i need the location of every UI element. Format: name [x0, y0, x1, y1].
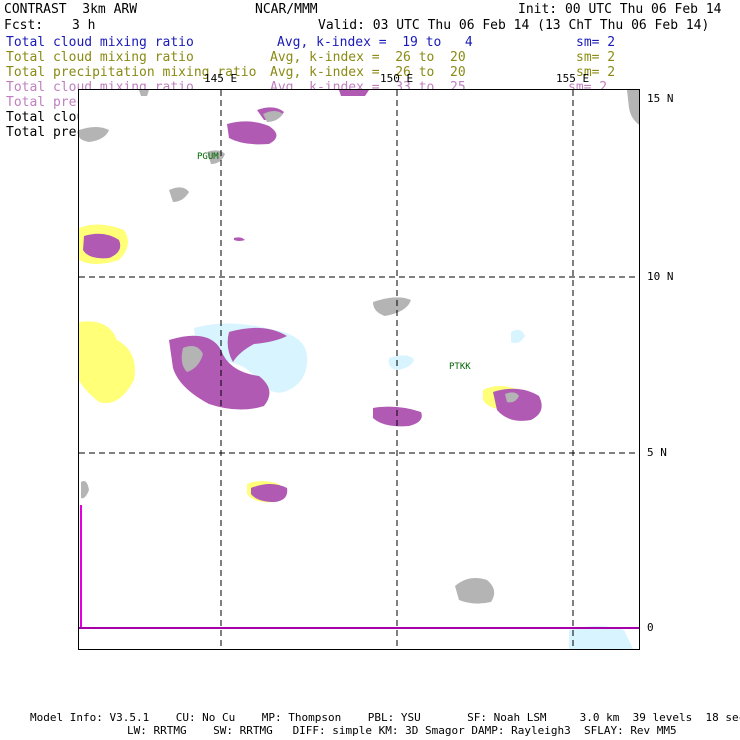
station-label-ptkk: PTKK [449, 362, 471, 372]
cyan-cloud-area [569, 626, 634, 649]
map-panel: PGUM PTKK [78, 89, 640, 650]
gray-cloud-area [263, 111, 283, 122]
purple-precip-area [83, 233, 121, 259]
lat-label-10n: 10 N [647, 270, 674, 283]
lon-label-150e: 150 E [380, 72, 414, 85]
station-label-pgum: PGUM [197, 152, 219, 162]
gray-cloud-area [181, 346, 203, 372]
legend-sm: sm= 2 [576, 65, 616, 80]
lon-label-155e: 155 E [556, 72, 590, 85]
valid-time: Valid: 03 UTC Thu 06 Feb 14 (13 ChT Thu … [318, 18, 710, 33]
model-info-line1: Model Info: V3.5.1 CU: No Cu MP: Thompso… [30, 711, 740, 724]
center-title: NCAR/MMM [255, 2, 318, 17]
map-canvas [79, 90, 639, 649]
purple-precip-area [234, 237, 245, 241]
cyan-cloud-area [388, 355, 414, 370]
cyan-cloud-area [511, 329, 525, 344]
legend-sm: sm= 2 [576, 50, 616, 65]
lat-label-equator: 0 [647, 621, 654, 634]
purple-precip-area [339, 90, 369, 96]
legend-field: Total precipitation mixing ratio [6, 65, 257, 80]
init-time: Init: 00 UTC Thu 06 Feb 14 [518, 2, 722, 17]
legend-field: Total cloud mixing ratio [6, 35, 194, 50]
model-info-line2: LW: RRTMG SW: RRTMG DIFF: simple KM: 3D … [127, 724, 677, 737]
lat-label-15n: 15 N [647, 92, 674, 105]
purple-precip-area [493, 388, 542, 421]
legend-field: Total cloud mixing ratio [6, 50, 194, 65]
lat-lon-grid [79, 90, 639, 649]
gray-cloud-area [455, 578, 495, 604]
legend-avg: Avg, k-index = 26 to 20 [270, 50, 466, 65]
forecast-label: Fcst: [4, 18, 44, 33]
legend-avg: Avg, k-index = 26 to 20 [270, 65, 466, 80]
cyan-cloud-layer [194, 323, 634, 649]
purple-precip-area [227, 121, 277, 145]
cyan-cloud-area [194, 323, 308, 393]
purple-precip-area [373, 406, 422, 427]
gray-cloud-area [139, 90, 149, 96]
forecast-value: 3 h [72, 18, 96, 33]
legend-avg: Avg, k-index = 19 to 4 [277, 35, 473, 50]
yellow-precip-area [79, 321, 135, 404]
lat-label-5n: 5 N [647, 446, 667, 459]
purple-precip-area [227, 327, 287, 362]
purple-precip-area [251, 484, 288, 502]
gray-cloud-area [79, 127, 109, 142]
gray-cloud-layer [79, 90, 639, 604]
gray-cloud-area [169, 187, 189, 202]
gray-cloud-area [81, 481, 89, 499]
model-title: CONTRAST 3km ARW [4, 2, 138, 17]
legend-sm: sm= 2 [576, 35, 616, 50]
lon-label-145e: 145 E [204, 72, 238, 85]
gray-cloud-area [373, 297, 411, 316]
purple-precip-layer [83, 90, 542, 502]
gray-cloud-area [627, 90, 639, 125]
gray-cloud-area [505, 392, 519, 403]
